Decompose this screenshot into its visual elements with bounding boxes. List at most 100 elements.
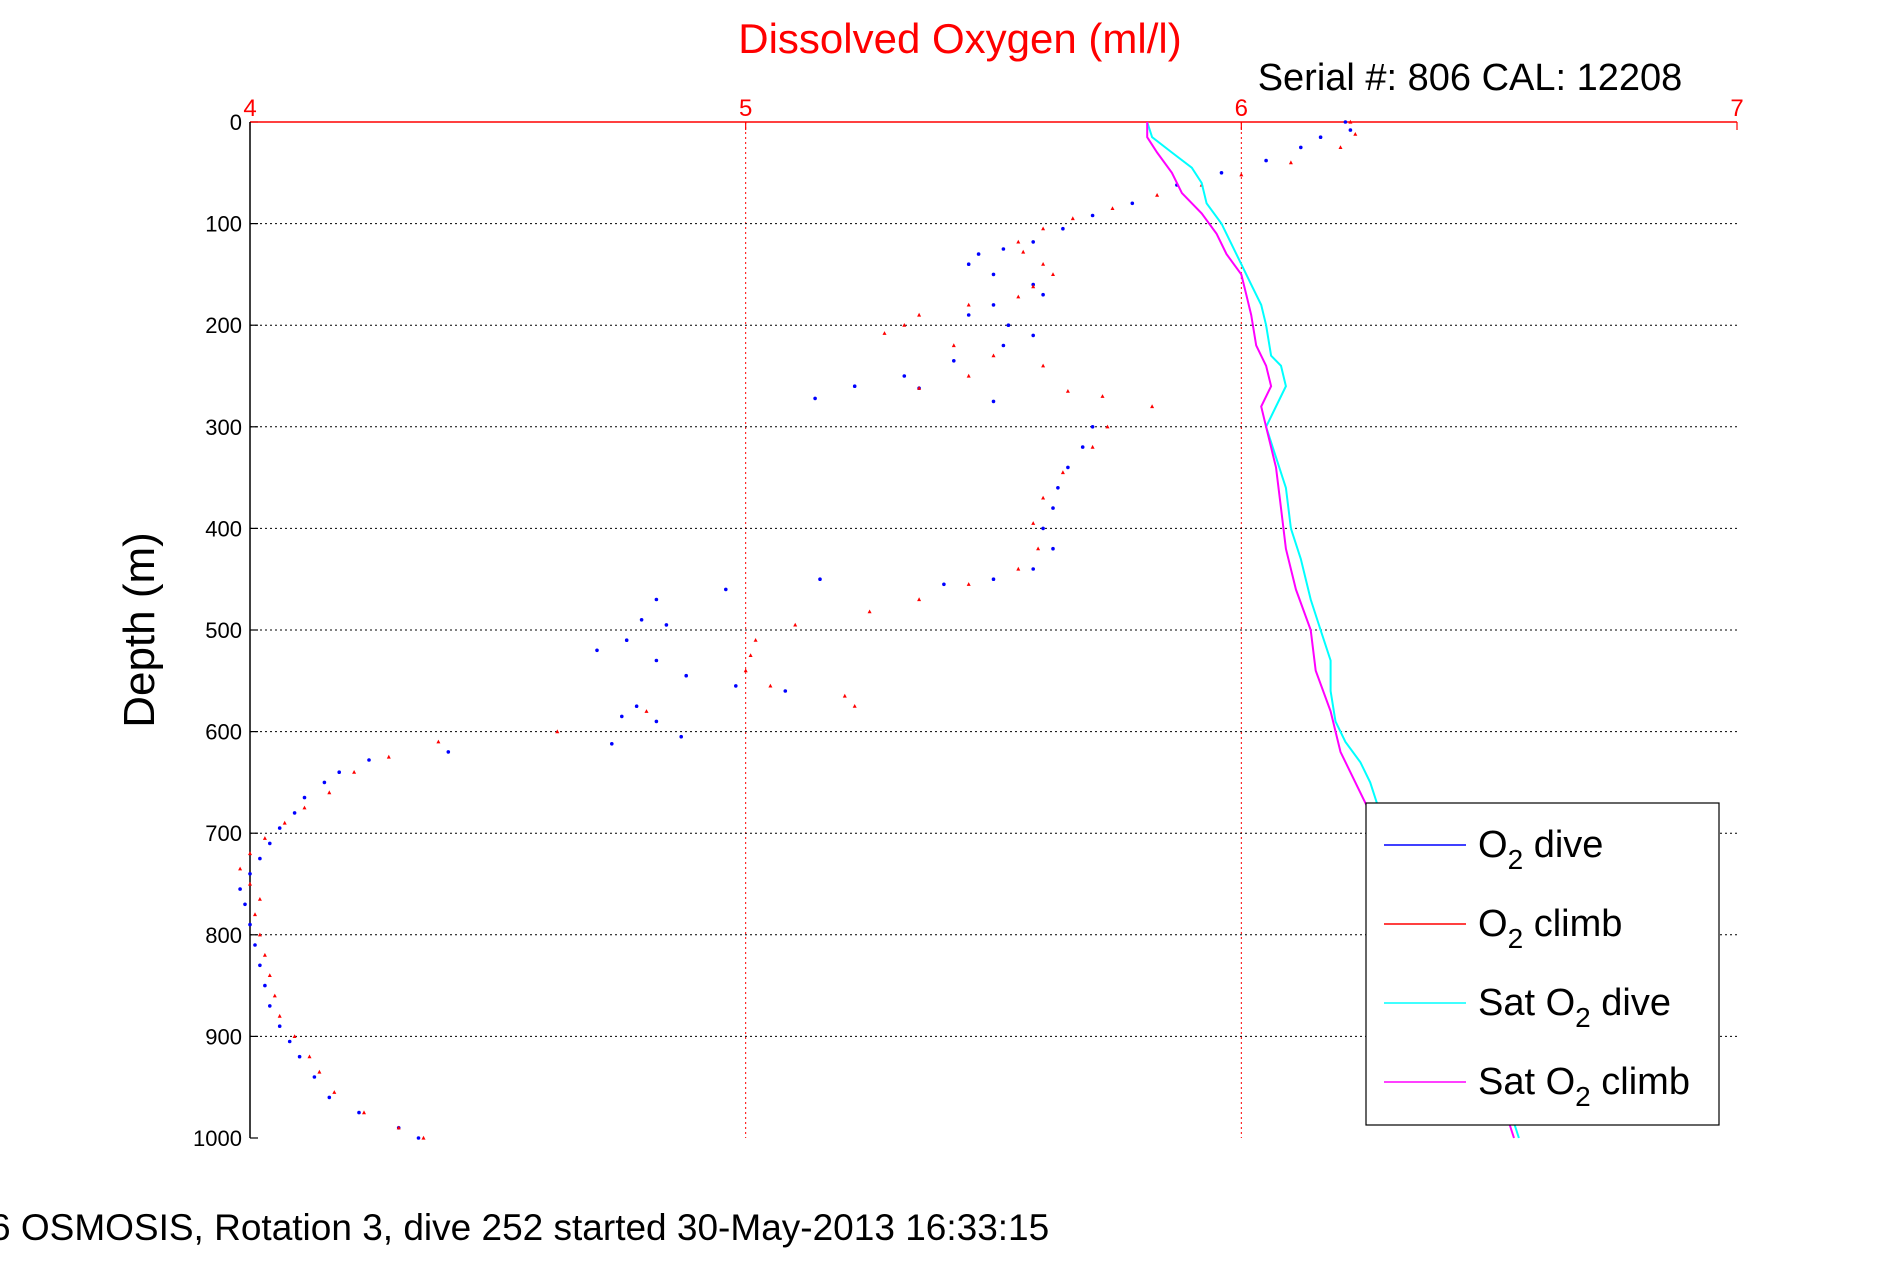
point-climb [1016, 239, 1021, 244]
point-climb [902, 323, 907, 327]
point-climb [1110, 206, 1115, 210]
point-dive [1080, 445, 1085, 449]
tick-labels: 4 5 6 7 0 100 200 300 400 500 600 700 800 900 1000 [193, 95, 1744, 1151]
x-tick-label: 7 [1730, 95, 1743, 122]
point-dive [253, 943, 257, 947]
point-dive [1219, 171, 1224, 175]
y-tick-label: 0 [230, 110, 242, 135]
point-dive [446, 750, 451, 754]
point-dive [327, 1095, 332, 1100]
point-climb [1239, 172, 1244, 177]
point-climb [386, 754, 391, 759]
point-climb [1031, 521, 1036, 525]
chart-title: Dissolved Oxygen (ml/l) [738, 15, 1181, 62]
point-dive [1006, 323, 1011, 328]
y-tick-label: 900 [205, 1024, 242, 1049]
point-climb [248, 881, 252, 886]
legend-label: Sat O2 dive [1478, 982, 1671, 1033]
legend-label: Sat O2 climb [1478, 1061, 1690, 1112]
point-climb [842, 693, 847, 698]
point-dive [724, 587, 728, 592]
point-dive [312, 1075, 317, 1079]
point-dive [1001, 247, 1006, 251]
point-climb [644, 709, 649, 713]
point-dive [1041, 526, 1045, 531]
point-dive [942, 582, 946, 587]
point-climb [362, 1110, 366, 1115]
point-climb [1155, 193, 1160, 197]
point-climb [421, 1135, 426, 1140]
x-tick-label: 5 [739, 95, 752, 122]
grid [250, 122, 1737, 1138]
point-dive [991, 399, 996, 404]
y-tick-label: 500 [205, 618, 242, 643]
y-tick-label: 700 [205, 821, 242, 846]
point-dive [624, 638, 629, 642]
point-climb [267, 973, 272, 977]
point-climb [272, 993, 277, 998]
point-climb [951, 343, 956, 348]
point-dive [654, 658, 659, 663]
footer-caption: 6 OSMOSIS, Rotation 3, dive 252 started … [0, 1207, 1049, 1248]
point-dive [684, 673, 688, 678]
point-dive [1001, 343, 1006, 348]
point-climb [1036, 546, 1041, 551]
point-climb [1288, 160, 1293, 165]
point-dive [991, 577, 996, 581]
point-dive [1031, 333, 1035, 338]
point-climb [1041, 226, 1046, 231]
point-climb [966, 582, 971, 586]
point-climb [917, 597, 922, 602]
point-climb [1100, 394, 1105, 398]
point-climb [768, 683, 773, 688]
point-dive [416, 1136, 421, 1140]
point-climb [917, 386, 922, 390]
point-climb [966, 373, 971, 378]
chart-subtitle: Serial #: 806 CAL: 12208 [1258, 57, 1683, 99]
axes [249, 121, 1738, 1139]
point-climb [1060, 470, 1065, 475]
point-climb [1041, 363, 1046, 368]
point-dive [1343, 120, 1348, 124]
x-tick-label: 4 [243, 95, 256, 122]
point-climb [793, 622, 798, 627]
point-climb [253, 912, 257, 917]
point-dive [679, 734, 683, 739]
y-axis-label: Depth (m) [115, 532, 164, 728]
point-dive [238, 887, 242, 891]
point-climb [748, 653, 753, 657]
point-climb [257, 897, 262, 901]
point-climb [1348, 119, 1353, 124]
point-climb [262, 836, 267, 840]
point-dive [277, 1024, 282, 1028]
point-climb [1041, 262, 1046, 266]
point-dive [248, 922, 252, 927]
series-dive [238, 120, 1353, 1140]
point-dive [367, 758, 371, 762]
point-dive [1066, 465, 1070, 470]
point-dive [1031, 567, 1035, 571]
point-dive [268, 841, 272, 846]
y-tick-label: 400 [205, 516, 242, 541]
point-climb [1105, 424, 1110, 429]
point-climb [1051, 272, 1055, 276]
x-tick-label: 6 [1235, 95, 1248, 122]
y-tick-label: 1000 [193, 1126, 242, 1151]
point-dive [337, 770, 342, 774]
point-dive [1299, 145, 1303, 150]
y-tick-label: 800 [205, 923, 242, 948]
point-climb [882, 331, 887, 335]
point-dive [1061, 226, 1065, 231]
point-dive [620, 714, 624, 719]
point-climb [1021, 249, 1026, 254]
point-dive [952, 359, 956, 363]
point-climb [1338, 145, 1343, 149]
point-climb [1065, 389, 1070, 393]
point-climb [238, 866, 243, 871]
point-climb [277, 1013, 282, 1018]
point-dive [664, 623, 669, 627]
point-climb [248, 851, 252, 856]
point-climb [1090, 444, 1095, 449]
point-dive [976, 252, 981, 256]
